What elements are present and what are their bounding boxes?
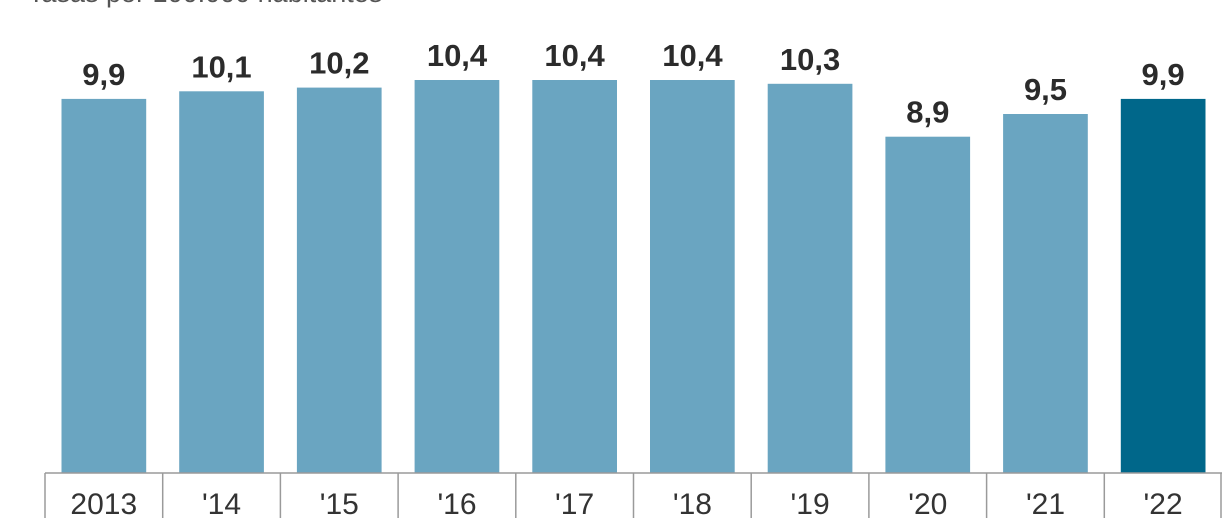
value-label-9: 9,9 [1142,57,1185,92]
category-label-2: '15 [320,488,359,518]
category-label-3: '16 [437,488,476,518]
category-label-5: '18 [673,488,712,518]
bar-3 [414,80,500,473]
bar-1 [179,91,264,474]
category-label-1: '14 [202,488,241,518]
category-axis: 2013 '14 '15 '16 '17 '18 '19 '20 '21 '22 [44,472,1222,518]
category-label-6: '19 [791,488,830,518]
category-label-4: '17 [555,488,594,518]
bars-layer [61,80,1206,474]
value-label-2: 10,2 [309,46,369,81]
bar-2 [296,87,382,473]
value-label-5: 10,4 [662,38,723,73]
bar-5 [650,80,735,473]
category-label-7: '20 [908,488,947,518]
value-label-6: 10,3 [780,42,840,77]
bar-6 [767,83,853,474]
category-label-9: '22 [1144,488,1183,518]
value-label-0: 9,9 [82,57,125,92]
value-label-3: 10,4 [427,38,488,73]
bar-7 [885,136,971,473]
value-label-8: 9,5 [1024,72,1067,107]
bar-0 [61,98,147,474]
bar-4 [532,80,617,473]
value-labels-layer: 9,9 10,1 10,2 10,4 10,4 10,4 10,3 8,9 9,5 9,9 [82,38,1184,130]
category-label-8: '21 [1026,488,1065,518]
chart-subtitle: Tasas por 100.000 habitantes [28,0,382,8]
value-label-7: 8,9 [906,95,949,130]
value-label-4: 10,4 [544,38,605,73]
bar-9 [1120,98,1206,474]
category-label-0: 2013 [70,488,137,518]
bar-8 [1003,114,1088,473]
value-label-1: 10,1 [191,49,251,84]
